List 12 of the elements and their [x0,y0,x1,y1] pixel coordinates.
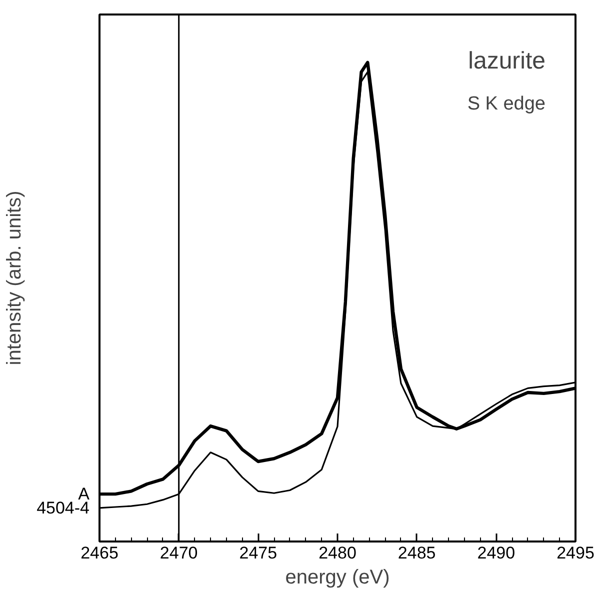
x-tick-label: 2495 [556,544,594,562]
annotation: S K edge [467,94,546,114]
x-axis-title: energy (eV) [285,566,390,588]
x-tick-label: 2470 [160,544,198,562]
y-axis-title: intensity (arb. units) [4,190,26,366]
x-tick-label: 2465 [80,544,118,562]
x-tick-label: 2480 [318,544,356,562]
x-tick-label: 2490 [477,544,516,562]
annotation: lazurite [468,48,546,74]
series-label: 4504-4 [36,498,90,518]
x-tick-label: 2475 [239,544,278,562]
x-tick-label: 2485 [398,544,436,562]
